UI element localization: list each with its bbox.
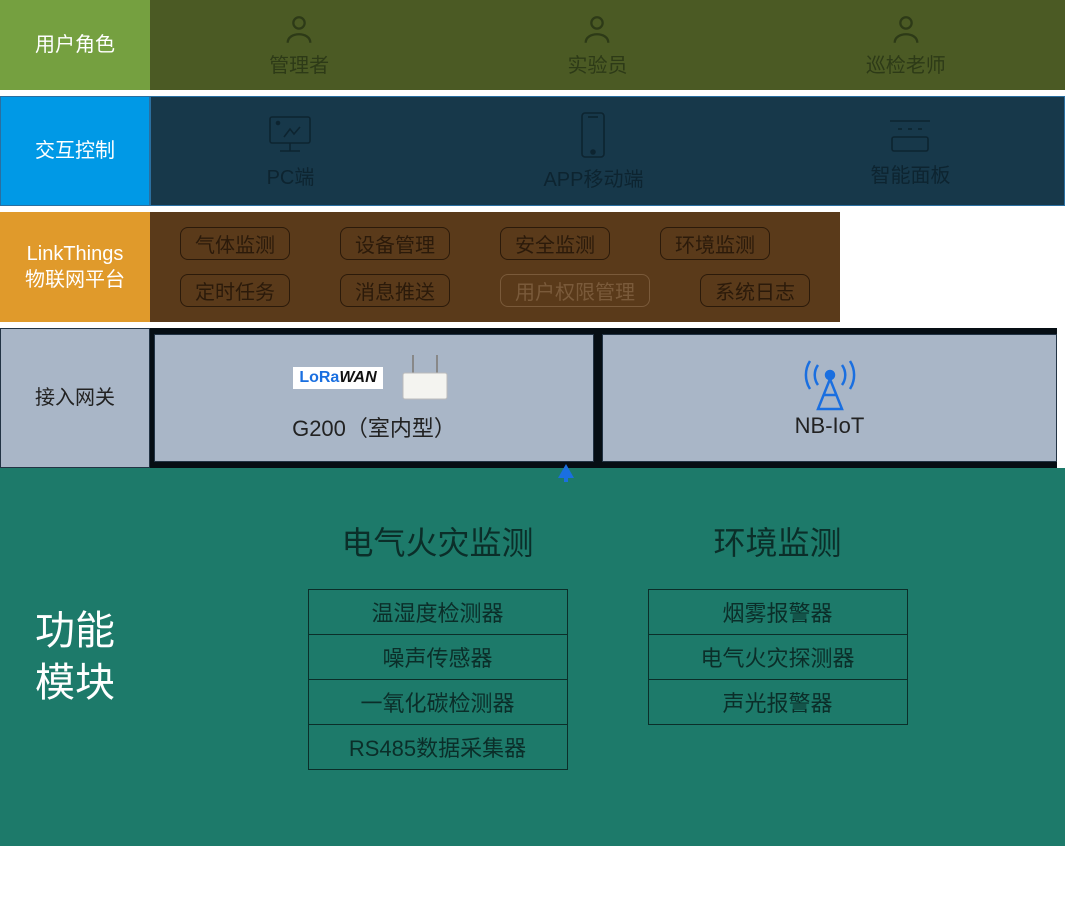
tag-row: 定时任务 消息推送 用户权限管理 系统日志 [180,274,810,307]
platform-tag: 消息推送 [340,274,450,307]
control-label: PC端 [267,161,315,190]
module-box: 一氧化碳检测器 [308,679,568,725]
person-icon [580,13,614,47]
role-label: 实验员 [567,49,627,78]
row3-label: LinkThings 物联网平台 [0,212,150,322]
platform-tag: 安全监测 [500,227,610,260]
router-icon [395,353,455,403]
module-box: 烟雾报警器 [648,589,908,635]
module-column-env: 环境监测 烟雾报警器 电气火灾探测器 声光报警器 [648,518,908,725]
control-item: PC端 [264,113,316,190]
phone-icon [576,111,610,159]
person-icon [282,13,316,47]
row1-label: 用户角色 [0,0,150,90]
gateway-lorawan: LoRaWAN G200（室内型） [154,334,594,462]
platform-tag: 系统日志 [700,274,810,307]
module-box: RS485数据采集器 [308,724,568,770]
module-box: 温湿度检测器 [308,589,568,635]
role-item: 巡检老师 [866,13,946,78]
row-platform: LinkThings 物联网平台 气体监测 设备管理 安全监测 环境监测 定时任… [0,212,1065,322]
gateway-caption: NB-IoT [795,413,865,439]
module-box: 声光报警器 [648,679,908,725]
row-user-roles: 用户角色 管理者 实验员 巡检老师 [0,0,1065,90]
panel-icon [882,115,938,155]
antenna-icon [798,357,862,413]
platform-tag: 环境监测 [660,227,770,260]
gateway-icons: LoRaWAN [293,353,454,403]
row2-body: PC端 APP移动端 智能面板 [150,96,1065,206]
architecture-diagram: 用户角色 管理者 实验员 巡检老师 交 [0,0,1065,846]
row3-body: 气体监测 设备管理 安全监测 环境监测 定时任务 消息推送 用户权限管理 系统日… [150,212,840,322]
row-modules: 功能 模块 电气火灾监测 温湿度检测器 噪声传感器 一氧化碳检测器 RS485数… [0,468,1065,846]
gateway-caption: G200（室内型） [292,411,456,443]
control-item: APP移动端 [543,111,643,192]
module-column-fire: 电气火灾监测 温湿度检测器 噪声传感器 一氧化碳检测器 RS485数据采集器 [308,518,568,770]
lorawan-logo: WAN [339,369,376,386]
role-label: 巡检老师 [866,49,946,78]
module-box: 电气火灾探测器 [648,634,908,680]
row5-label: 功能 模块 [0,468,150,846]
module-box: 噪声传感器 [308,634,568,680]
platform-tag: 设备管理 [340,227,450,260]
monitor-icon [264,113,316,157]
platform-tag: 用户权限管理 [500,274,650,307]
row4-label: 接入网关 [0,328,150,468]
row1-body: 管理者 实验员 巡检老师 [150,0,1065,90]
control-item: 智能面板 [870,115,950,188]
platform-tag: 定时任务 [180,274,290,307]
row2-label: 交互控制 [0,96,150,206]
module-title: 电气火灾监测 [341,518,533,564]
module-title: 环境监测 [713,518,841,564]
control-label: APP移动端 [543,163,643,192]
row5-body: 电气火灾监测 温湿度检测器 噪声传感器 一氧化碳检测器 RS485数据采集器 环… [150,468,1065,846]
row-gateway: 接入网关 LoRaWAN G200（室内型） [0,328,1065,468]
role-item: 管理者 [269,13,329,78]
role-item: 实验员 [567,13,627,78]
platform-tag: 气体监测 [180,227,290,260]
tag-row: 气体监测 设备管理 安全监测 环境监测 [180,227,810,260]
role-label: 管理者 [269,49,329,78]
person-icon [889,13,923,47]
control-label: 智能面板 [870,159,950,188]
gateway-nbiot: NB-IoT [602,334,1057,462]
row-interaction: 交互控制 PC端 APP移动端 [0,96,1065,206]
row4-body: LoRaWAN G200（室内型） [150,328,1057,468]
